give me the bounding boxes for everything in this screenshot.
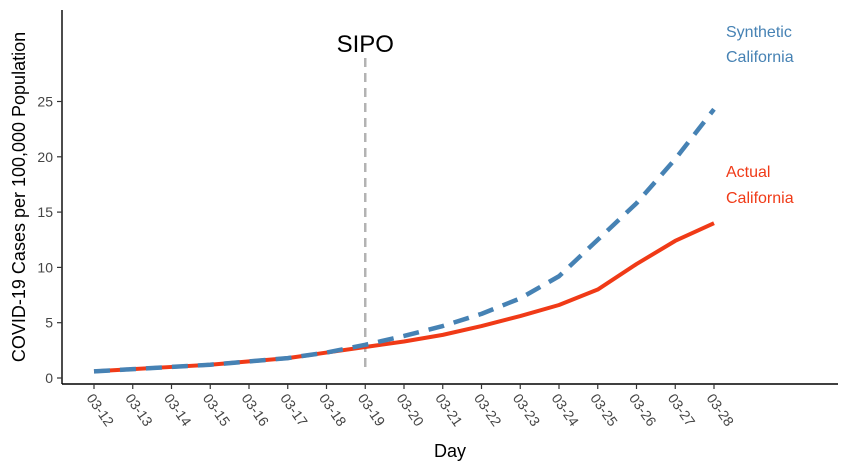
series-labels: Actual California Synthetic California bbox=[726, 24, 794, 207]
series-label-1: Synthetic bbox=[726, 24, 792, 41]
x-tick-label: 03-28 bbox=[704, 391, 738, 430]
x-tick-label: 03-24 bbox=[549, 391, 583, 430]
x-tick-label: 03-14 bbox=[161, 391, 195, 430]
series-line-1 bbox=[93, 107, 716, 374]
x-tick-label: 03-27 bbox=[665, 391, 699, 430]
x-tick-label: 03-18 bbox=[316, 391, 350, 430]
x-tick-label: 03-22 bbox=[471, 391, 505, 430]
x-tick-label: 03-17 bbox=[277, 391, 311, 430]
y-tick-label: 20 bbox=[37, 149, 53, 165]
x-tick-label: 03-12 bbox=[84, 391, 118, 430]
x-axis: 03-12 03-13 03-14 03-15 03-16 03-17 03-18 03-19… bbox=[62, 383, 838, 430]
x-tick-label: 03-16 bbox=[239, 391, 273, 430]
x-tick-label: 03-26 bbox=[626, 391, 660, 430]
x-tick-label: 03-23 bbox=[510, 391, 544, 430]
x-tick-label: 03-15 bbox=[200, 391, 234, 430]
series-label-0: Actual bbox=[726, 164, 770, 181]
x-ticks: 03-12 03-13 03-14 03-15 03-16 03-17 03-18 03-19… bbox=[84, 384, 738, 430]
y-tick-label: 5 bbox=[45, 315, 53, 331]
y-tick-label: 10 bbox=[37, 259, 53, 275]
y-ticks: 0 5 10 15 20 25 bbox=[37, 94, 62, 386]
y-tick-label: 0 bbox=[45, 370, 53, 386]
y-tick-label: 15 bbox=[37, 204, 53, 220]
series-label-0: California bbox=[726, 190, 794, 207]
y-axis-title: COVID-19 Cases per 100,000 Population bbox=[9, 32, 29, 362]
x-tick-label: 03-13 bbox=[122, 391, 156, 430]
series-layer bbox=[93, 107, 716, 374]
y-axis: 0 5 10 15 20 25 bbox=[37, 10, 63, 386]
x-tick-label: 03-21 bbox=[432, 391, 466, 430]
x-tick-label: 03-25 bbox=[587, 391, 621, 430]
x-tick-label: 03-20 bbox=[394, 391, 428, 430]
series-label-1: California bbox=[726, 49, 794, 66]
y-tick-label: 25 bbox=[37, 94, 53, 110]
x-axis-title: Day bbox=[434, 441, 466, 461]
x-tick-label: 03-19 bbox=[355, 391, 389, 430]
sipo-label: SIPO bbox=[337, 31, 394, 58]
series-line-0 bbox=[93, 221, 715, 374]
